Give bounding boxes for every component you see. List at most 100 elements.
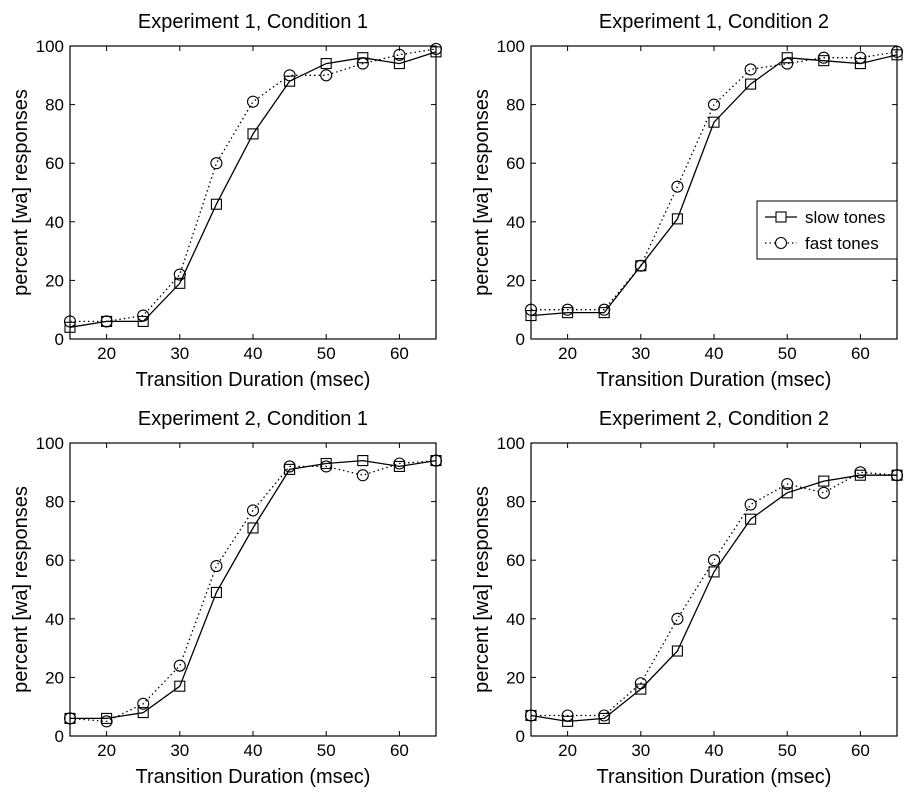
point-fast-tones xyxy=(817,51,830,64)
x-tick-label: 60 xyxy=(851,344,870,363)
y-tick-label: 20 xyxy=(506,271,525,290)
point-fast-tones xyxy=(173,268,186,281)
chart-panel-exp2-cond2: Experiment 2, Condition 2 0 20 40 60 80 100 20 3… xyxy=(461,397,923,795)
point-slow-tones xyxy=(247,522,259,534)
point-slow-tones xyxy=(671,213,683,225)
point-fast-tones xyxy=(63,712,77,725)
x-tick-label: 20 xyxy=(558,344,577,363)
y-tick-label: 100 xyxy=(497,37,525,56)
point-fast-tones xyxy=(707,554,721,567)
x-tick-label: 20 xyxy=(97,344,116,363)
y-tick-label: 80 xyxy=(45,96,64,115)
series-line-fast-tones xyxy=(531,471,898,717)
series-line-fast-tones xyxy=(531,51,898,311)
chart-svg: Experiment 2, Condition 2 0 20 40 60 80 100 20 3… xyxy=(471,408,904,788)
point-slow-tones xyxy=(320,58,332,70)
x-tick-label: 40 xyxy=(244,741,263,760)
point-fast-tones xyxy=(598,303,611,316)
y-tick-label: 60 xyxy=(506,551,525,570)
point-fast-tones xyxy=(210,157,223,170)
x-tick-label: 30 xyxy=(170,741,189,760)
x-tick-label: 50 xyxy=(317,741,336,760)
point-fast-tones xyxy=(634,259,647,272)
chart-panel-exp1-cond1: Experiment 1, Condition 1 0 20 40 60 80 100 20 3… xyxy=(0,0,462,398)
point-slow-tones xyxy=(671,645,683,657)
y-axis-label: percent [wa] responses xyxy=(471,486,493,693)
y-tick-label: 40 xyxy=(506,610,525,629)
y-tick-label: 0 xyxy=(516,330,525,349)
plot-frame xyxy=(69,45,437,340)
x-tick-label: 40 xyxy=(705,344,724,363)
point-slow-tones xyxy=(137,707,149,719)
y-tick-label: 100 xyxy=(36,37,64,56)
x-axis-label: Transition Duration (msec) xyxy=(136,766,371,788)
point-fast-tones xyxy=(671,612,684,625)
series-line-fast-tones xyxy=(69,459,437,723)
point-fast-tones xyxy=(781,477,794,491)
point-fast-tones xyxy=(137,309,150,322)
point-slow-tones xyxy=(357,52,369,64)
point-fast-tones xyxy=(429,42,443,55)
point-slow-tones xyxy=(745,513,757,525)
point-fast-tones xyxy=(561,303,574,316)
point-fast-tones xyxy=(671,180,684,193)
point-slow-tones xyxy=(562,715,574,727)
point-fast-tones xyxy=(100,715,113,728)
x-axis-label: Transition Duration (msec) xyxy=(597,766,832,788)
chart-svg: Experiment 2, Condition 1 0 20 40 60 80 100 20 3… xyxy=(10,408,443,788)
chart-svg: Experiment 1, Condition 2 0 20 40 60 80 100 20 3… xyxy=(471,11,904,391)
point-slow-tones xyxy=(854,58,866,70)
point-slow-tones xyxy=(210,586,222,598)
point-fast-tones xyxy=(854,466,867,479)
point-fast-tones xyxy=(356,469,369,482)
x-tick-label: 40 xyxy=(705,741,724,760)
point-fast-tones xyxy=(393,48,406,61)
point-slow-tones xyxy=(818,475,830,487)
point-slow-tones xyxy=(525,310,537,322)
point-fast-tones xyxy=(283,69,296,82)
chart-title: Experiment 1, Condition 2 xyxy=(599,11,829,33)
x-tick-label: 20 xyxy=(97,741,116,760)
y-tick-label: 60 xyxy=(45,154,64,173)
x-tick-label: 20 xyxy=(558,741,577,760)
x-tick-label: 30 xyxy=(631,741,650,760)
point-slow-tones xyxy=(781,487,793,499)
y-tick-label: 100 xyxy=(36,434,64,453)
x-tick-label: 50 xyxy=(317,344,336,363)
y-tick-label: 80 xyxy=(506,493,525,512)
chart-title: Experiment 1, Condition 1 xyxy=(138,11,368,33)
point-fast-tones xyxy=(744,498,757,511)
x-tick-label: 30 xyxy=(631,344,650,363)
point-slow-tones xyxy=(745,78,757,90)
point-slow-tones xyxy=(284,75,296,87)
y-tick-label: 0 xyxy=(55,330,64,349)
chart-title: Experiment 2, Condition 2 xyxy=(599,408,829,430)
point-slow-tones xyxy=(635,683,647,695)
point-slow-tones xyxy=(708,566,720,578)
legend-marker-square xyxy=(775,211,787,223)
y-tick-label: 0 xyxy=(55,727,64,746)
point-fast-tones xyxy=(356,57,369,70)
chart-panel-exp1-cond2: Experiment 1, Condition 2 0 20 40 60 80 100 20 3… xyxy=(461,0,923,398)
x-axis-label: Transition Duration (msec) xyxy=(597,369,832,391)
point-fast-tones xyxy=(817,486,830,499)
point-fast-tones xyxy=(246,95,260,108)
point-fast-tones xyxy=(429,454,443,467)
y-tick-label: 0 xyxy=(516,727,525,746)
point-fast-tones xyxy=(137,697,150,710)
point-slow-tones xyxy=(174,680,186,692)
chart-svg: Experiment 1, Condition 1 0 20 40 60 80 100 20 3… xyxy=(10,11,443,391)
point-slow-tones xyxy=(781,52,793,64)
x-axis-label: Transition Duration (msec) xyxy=(136,369,371,391)
point-slow-tones xyxy=(393,58,405,70)
series-line-slow-tones xyxy=(70,459,437,720)
series-line-slow-tones xyxy=(530,474,897,723)
point-fast-tones xyxy=(210,560,223,573)
legend-box xyxy=(756,200,898,260)
point-fast-tones xyxy=(100,315,113,328)
point-fast-tones xyxy=(393,457,406,470)
y-axis-label: percent [wa] responses xyxy=(10,89,32,296)
point-fast-tones xyxy=(561,709,574,722)
point-slow-tones xyxy=(357,455,369,467)
series-line-fast-tones xyxy=(70,48,437,323)
